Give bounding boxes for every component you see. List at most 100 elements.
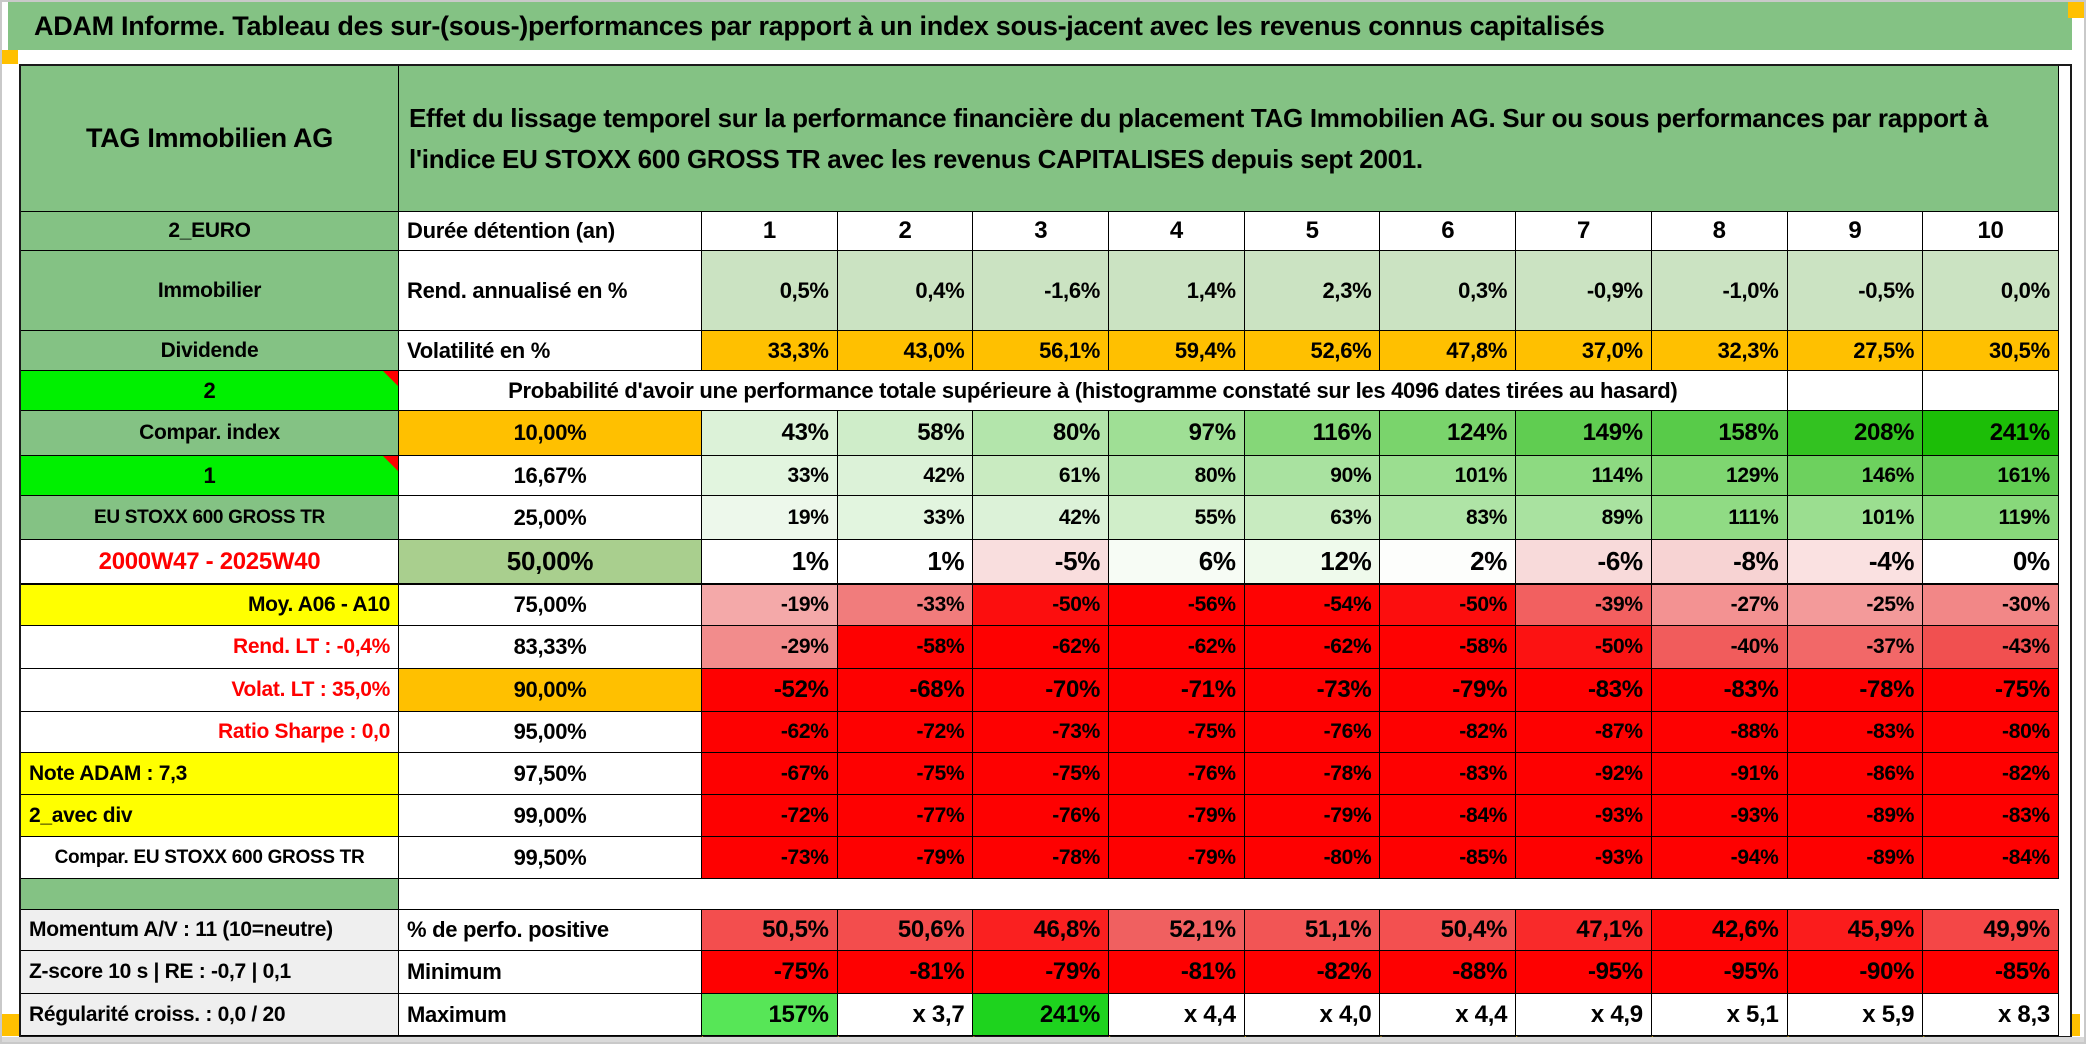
data-cell[interactable]: -82% (1244, 951, 1381, 994)
data-cell[interactable]: -80% (1923, 712, 2059, 753)
data-cell[interactable]: 119% (1923, 496, 2059, 540)
data-cell[interactable]: 146% (1787, 456, 1924, 496)
data-cell[interactable]: -73% (973, 712, 1110, 753)
data-cell[interactable]: -79% (1109, 795, 1245, 837)
data-cell[interactable]: 30,5% (1923, 331, 2059, 371)
row-label-cell[interactable]: Ratio Sharpe : 0,0 (21, 712, 399, 753)
data-cell[interactable]: -52% (702, 669, 838, 712)
row-label-cell[interactable]: Rend. LT : -0,4% (21, 626, 399, 669)
data-cell[interactable]: -37% (1787, 626, 1924, 669)
data-cell[interactable]: -77% (837, 795, 974, 837)
table-description-cell[interactable]: Effet du lissage temporel sur la perform… (399, 66, 2059, 212)
data-cell[interactable]: -75% (973, 753, 1110, 795)
data-cell[interactable]: 1% (837, 540, 974, 585)
data-cell[interactable]: 1 (702, 212, 838, 251)
data-cell[interactable]: 101% (1380, 456, 1517, 496)
row-label-cell[interactable]: Note ADAM : 7,3 (21, 753, 399, 795)
data-cell[interactable]: -83% (1923, 795, 2059, 837)
row-label-cell[interactable]: 2 (21, 371, 399, 411)
quantile-label-cell[interactable]: 75,00% (399, 585, 702, 626)
data-cell[interactable]: -73% (1244, 669, 1381, 712)
data-cell[interactable]: -78% (1787, 669, 1924, 712)
row-label-cell[interactable]: Régularité croiss. : 0,0 / 20 (21, 994, 399, 1036)
data-cell[interactable]: 33,3% (702, 331, 838, 371)
row-label-cell[interactable]: Moy. A06 - A10 (21, 585, 399, 626)
data-cell[interactable]: -8% (1651, 540, 1788, 585)
data-cell[interactable]: -89% (1787, 837, 1924, 879)
data-cell[interactable]: -83% (1787, 712, 1924, 753)
data-cell[interactable]: -76% (1109, 753, 1245, 795)
data-cell[interactable]: -50% (973, 585, 1110, 626)
data-cell[interactable]: -0,5% (1787, 251, 1924, 331)
data-cell[interactable]: 241% (973, 994, 1110, 1036)
row-label-cell[interactable]: 2_avec div (21, 795, 399, 837)
data-cell[interactable]: -62% (702, 712, 838, 753)
data-cell[interactable]: 8 (1651, 212, 1788, 251)
quantile-label-cell[interactable]: Maximum (399, 994, 702, 1036)
data-cell[interactable]: -75% (702, 951, 838, 994)
data-cell[interactable]: 42% (837, 456, 974, 496)
quantile-label-cell[interactable]: 50,00% (399, 540, 702, 585)
row-label-cell[interactable]: Momentum A/V : 11 (10=neutre) (21, 909, 399, 951)
data-cell[interactable]: -95% (1651, 951, 1788, 994)
data-cell[interactable]: 50,4% (1380, 909, 1517, 951)
data-cell[interactable]: 1% (702, 540, 838, 585)
data-cell[interactable]: -85% (1923, 951, 2059, 994)
row-label-cell[interactable]: 1 (21, 456, 399, 496)
data-cell[interactable]: -75% (1923, 669, 2059, 712)
data-cell[interactable]: -79% (973, 951, 1110, 994)
data-cell[interactable]: -93% (1516, 795, 1652, 837)
data-cell[interactable]: -82% (1380, 712, 1517, 753)
data-cell[interactable]: -85% (1380, 837, 1517, 879)
quantile-label-cell[interactable]: 99,50% (399, 837, 702, 879)
data-cell[interactable]: x 3,7 (837, 994, 974, 1036)
data-cell[interactable]: -4% (1787, 540, 1924, 585)
data-cell[interactable]: -95% (1516, 951, 1652, 994)
data-cell[interactable]: -84% (1380, 795, 1517, 837)
data-cell[interactable]: -5% (973, 540, 1110, 585)
data-cell[interactable]: 101% (1787, 496, 1924, 540)
data-cell[interactable]: -62% (1109, 626, 1245, 669)
data-cell[interactable]: -88% (1651, 712, 1788, 753)
quantile-label-cell[interactable]: % de perfo. positive (399, 909, 702, 951)
data-cell[interactable]: -80% (1244, 837, 1381, 879)
data-cell[interactable]: 5 (1244, 212, 1381, 251)
data-cell[interactable]: -79% (1109, 837, 1245, 879)
data-cell[interactable]: 9 (1787, 212, 1924, 251)
data-cell[interactable]: -0,9% (1516, 251, 1652, 331)
data-cell[interactable]: 56,1% (973, 331, 1110, 371)
data-cell[interactable]: 37,0% (1516, 331, 1652, 371)
data-cell[interactable]: -90% (1787, 951, 1924, 994)
data-cell[interactable]: 0,0% (1923, 251, 2059, 331)
data-cell[interactable]: 124% (1380, 411, 1517, 456)
data-cell[interactable]: -79% (1244, 795, 1381, 837)
data-cell[interactable]: -54% (1244, 585, 1381, 626)
data-cell[interactable]: 51,1% (1244, 909, 1381, 951)
data-cell[interactable]: x 5,1 (1651, 994, 1788, 1036)
data-cell[interactable]: 7 (1516, 212, 1652, 251)
data-cell[interactable]: 33% (702, 456, 838, 496)
data-cell[interactable]: 2% (1380, 540, 1517, 585)
data-cell[interactable] (1923, 371, 2059, 411)
data-cell[interactable]: 55% (1109, 496, 1245, 540)
data-cell[interactable]: 116% (1244, 411, 1381, 456)
data-cell[interactable]: -83% (1651, 669, 1788, 712)
row-label-cell[interactable]: Immobilier (21, 251, 399, 331)
data-cell[interactable]: 149% (1516, 411, 1652, 456)
data-cell[interactable]: -76% (1244, 712, 1381, 753)
data-cell[interactable]: 12% (1244, 540, 1381, 585)
data-cell[interactable]: 42,6% (1651, 909, 1788, 951)
data-cell[interactable]: -83% (1380, 753, 1517, 795)
quantile-label-cell[interactable]: Volatilité en % (399, 331, 702, 371)
quantile-label-cell[interactable]: Rend. annualisé en % (399, 251, 702, 331)
data-cell[interactable]: -43% (1923, 626, 2059, 669)
data-cell[interactable]: 61% (973, 456, 1110, 496)
quantile-label-cell[interactable]: 90,00% (399, 669, 702, 712)
data-cell[interactable]: -92% (1516, 753, 1652, 795)
data-cell[interactable]: 158% (1651, 411, 1788, 456)
quantile-label-cell[interactable]: 25,00% (399, 496, 702, 540)
data-cell[interactable]: x 4,9 (1516, 994, 1652, 1036)
data-cell[interactable]: 10 (1923, 212, 2059, 251)
data-cell[interactable]: -67% (702, 753, 838, 795)
data-cell[interactable]: -58% (1380, 626, 1517, 669)
